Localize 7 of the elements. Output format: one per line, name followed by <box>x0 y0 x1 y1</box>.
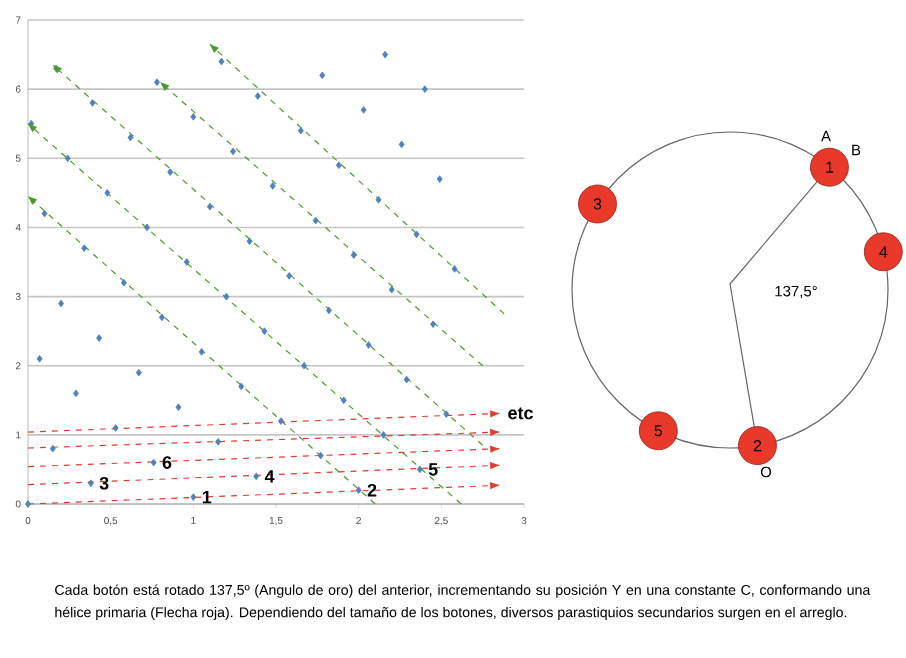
annotation: 2 <box>367 483 377 497</box>
annotation: etc <box>508 407 533 420</box>
annotation: 6 <box>162 456 172 469</box>
annotation: 4 <box>264 470 275 483</box>
annotation: 1 <box>202 490 212 504</box>
annotation: 3 <box>99 476 109 490</box>
annotation: 5 <box>428 463 438 476</box>
